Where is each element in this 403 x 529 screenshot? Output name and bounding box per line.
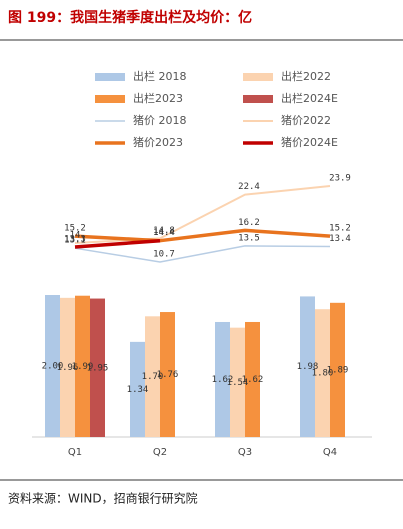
bar-value-label: 1.98 (297, 362, 319, 372)
legend-swatch (95, 73, 125, 81)
bar (245, 321, 260, 437)
bar (145, 316, 160, 437)
line-value-label: 15.2 (329, 224, 351, 234)
line-value-label: 16.2 (238, 218, 260, 228)
chart-title: 图 199：我国生猪季度出栏及均价：亿 (8, 9, 252, 26)
legend-label: 出栏2023 (133, 91, 183, 105)
bar-value-label: 1.76 (157, 370, 179, 380)
source-note: 资料来源：WIND，招商银行研究院 (8, 491, 198, 506)
x-tick-label: Q2 (153, 447, 167, 458)
line-value-label: 14.4 (153, 228, 175, 238)
bar (230, 327, 245, 437)
legend-swatch (243, 73, 273, 81)
bar-value-label: 1.99 (72, 362, 94, 372)
bar (315, 309, 330, 437)
bar (45, 295, 60, 437)
bar-value-label: 1.62 (212, 375, 234, 385)
line-value-label: 13.5 (238, 233, 260, 243)
bar-value-label: 1.96 (57, 363, 79, 373)
line-value-label: 15.2 (64, 224, 86, 234)
line-value-label: 23.9 (329, 174, 351, 184)
line-value-label: 14.4 (153, 228, 175, 238)
legend-label: 猪价2024E (281, 136, 338, 149)
bar (330, 302, 345, 437)
bar (160, 312, 175, 437)
line-value-label: 14.8 (153, 226, 175, 236)
bar (60, 297, 75, 437)
line-value-label: 10.7 (153, 250, 175, 260)
bar-value-label: 1.80 (312, 369, 334, 379)
legend-label: 猪价 2018 (133, 114, 187, 127)
bar-value-label: 1.62 (242, 375, 264, 385)
line-value-label: 13.1 (64, 236, 86, 246)
legend-label: 猪价2022 (281, 114, 331, 127)
x-tick-label: Q1 (68, 447, 82, 458)
legend-swatch (95, 95, 125, 103)
line-value-label: 14 (70, 231, 81, 241)
bar (75, 295, 90, 437)
bar-value-label: 2.00 (42, 362, 64, 372)
bar (215, 321, 230, 437)
line-value-label: 22.4 (238, 182, 260, 192)
x-tick-label: Q3 (238, 447, 252, 458)
bar-value-label: 1.54 (227, 378, 249, 388)
price-line (74, 185, 331, 244)
x-tick-label: Q4 (323, 447, 337, 458)
bar (130, 341, 145, 437)
line-value-label: 13.4 (329, 234, 351, 244)
price-line (74, 238, 161, 249)
bar-value-label: 1.34 (127, 385, 149, 395)
price-line (74, 245, 331, 263)
bar-value-label: 1.95 (87, 363, 109, 373)
bar-value-label: 1.89 (327, 365, 349, 375)
price-line (74, 228, 331, 243)
legend-label: 出栏2024E (281, 91, 338, 105)
legend-label: 出栏2022 (281, 69, 331, 83)
bar (300, 296, 315, 437)
line-value-label: 13.3 (64, 235, 86, 245)
legend-label: 猪价2023 (133, 136, 183, 149)
bar-value-label: 1.70 (142, 372, 164, 382)
legend-label: 出栏 2018 (133, 69, 187, 83)
legend-swatch (243, 95, 273, 103)
bar (90, 298, 105, 437)
